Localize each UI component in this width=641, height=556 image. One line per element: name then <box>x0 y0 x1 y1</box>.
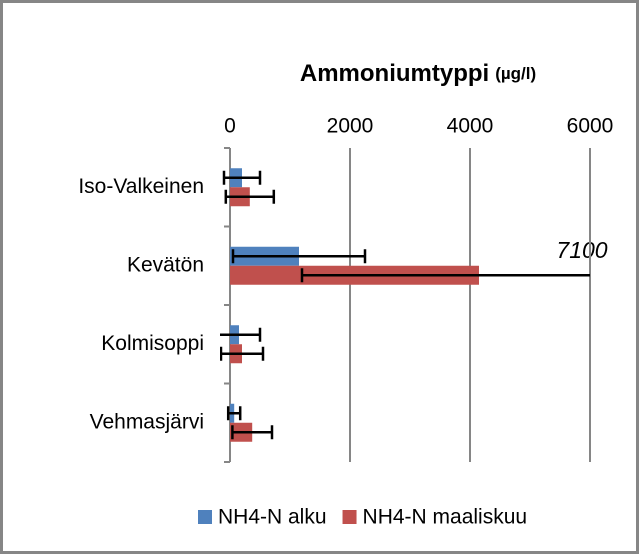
error-bar <box>220 327 262 342</box>
x-tick-label: 0 <box>224 115 236 138</box>
x-tick-label: 4000 <box>447 115 494 138</box>
x-tick-label: 6000 <box>567 115 614 138</box>
legend-label: NH4-N maaliskuu <box>363 506 528 529</box>
legend-label: NH4-N alku <box>218 506 327 529</box>
x-tick-label: 2000 <box>327 115 374 138</box>
y-tick-label: Vehmasjärvi <box>90 410 204 433</box>
title-unit: (µg/l) <box>495 64 536 83</box>
error-bar <box>220 346 265 361</box>
error-bar <box>226 406 242 421</box>
legend-swatch <box>198 510 212 524</box>
error-bar <box>300 268 590 283</box>
error-bar <box>222 170 262 185</box>
title-main: Ammoniumtyppi <box>300 60 489 87</box>
legend-swatch <box>342 510 357 524</box>
chart-title: Ammoniumtyppi (µg/l) <box>300 60 536 87</box>
error-bar <box>231 249 367 264</box>
y-tick-label: Iso-Valkeinen <box>78 175 204 198</box>
error-bar <box>231 425 274 440</box>
error-bar <box>224 189 276 204</box>
annotation: 7100 <box>556 237 607 263</box>
y-tick-label: Kolmisoppi <box>101 332 204 355</box>
y-tick-label: Kevätön <box>127 253 204 276</box>
